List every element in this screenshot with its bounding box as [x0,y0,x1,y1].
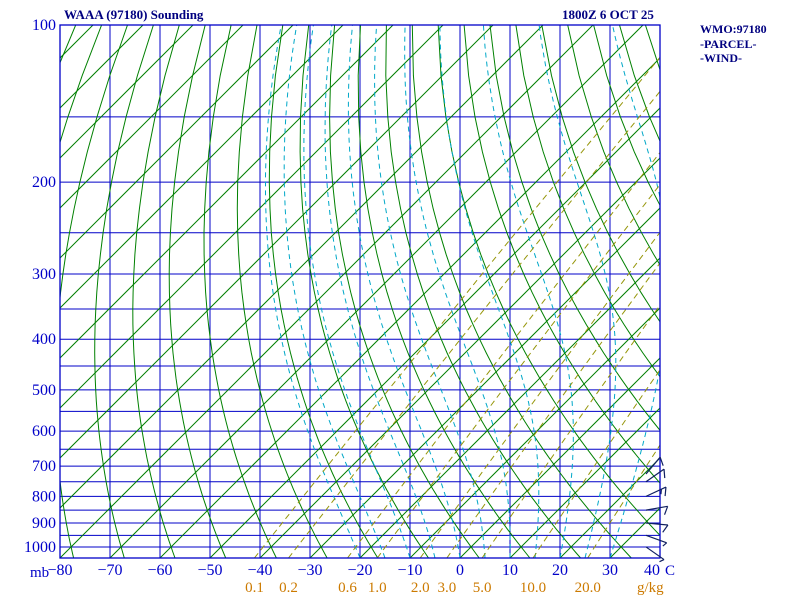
mixing-ratio-lines [254,56,660,558]
mixing-ratio-tick-label: 0.6 [338,580,357,596]
wind-barbs [645,456,669,563]
plot-frame [59,24,661,559]
mixing-ratio-tick-label: 3.0 [437,580,456,596]
temp-tick-label: 0 [456,562,464,579]
temp-tick-label: −70 [97,562,122,579]
legend-wmo: WMO:97180 [700,22,767,36]
wind-barb [645,546,665,563]
legend-parcel: -PARCEL- [700,37,756,51]
chart-title: WAAA (97180) Sounding [64,7,204,22]
temp-tick-label: −30 [297,562,322,579]
wind-barb [645,468,666,483]
temp-tick-label: 30 [602,562,618,579]
mixing-ratio-tick-label: 0.2 [279,580,298,596]
pressure-temperature-grid [60,25,660,558]
pressure-tick-label: 500 [32,382,56,399]
mixing-ratio-tick-label: 20.0 [575,580,601,596]
pressure-unit-label: mb [30,565,49,581]
mixing-ratio-tick-label: 2.0 [411,580,430,596]
pressure-tick-label: 400 [32,331,56,348]
temp-tick-label: −10 [397,562,422,579]
wind-barb [645,486,667,497]
wind-barb [645,456,664,475]
pressure-tick-label: 900 [32,515,56,532]
temp-tick-label: −40 [247,562,272,579]
pressure-tick-label: 600 [32,423,56,440]
mixing-ratio-unit-label: g/kg [637,580,664,596]
temperature-unit-label: C [665,563,675,579]
pressure-tick-label: 700 [32,458,56,475]
dry-adiabat-lines [60,25,660,558]
wind-barb [645,522,669,533]
temp-tick-label: −50 [197,562,222,579]
wind-barb [645,534,668,547]
temp-tick-label: 20 [552,562,568,579]
wind-barb [645,505,669,515]
isotherm-lines [60,25,660,558]
temp-tick-label: 40 [644,562,660,579]
mixing-ratio-tick-label: 10.0 [520,580,546,596]
pressure-tick-label: 800 [32,488,56,505]
mixing-ratio-tick-label: 0.1 [245,580,264,596]
chart-datetime: 1800Z 6 OCT 25 [562,7,654,22]
temp-tick-label: −60 [147,562,172,579]
moist-adiabat-lines [265,25,660,558]
mixing-ratio-tick-label: 1.0 [368,580,387,596]
pressure-tick-label: 300 [32,266,56,283]
pressure-tick-label: 200 [32,174,56,191]
temp-tick-label: 10 [502,562,518,579]
legend-wind: -WIND- [700,51,742,65]
pressure-tick-label: 1000 [24,539,56,556]
temp-tick-label: −20 [347,562,372,579]
temp-tick-label: −80 [47,562,72,579]
pressure-tick-label: 100 [32,17,56,34]
mixing-ratio-tick-label: 5.0 [473,580,492,596]
